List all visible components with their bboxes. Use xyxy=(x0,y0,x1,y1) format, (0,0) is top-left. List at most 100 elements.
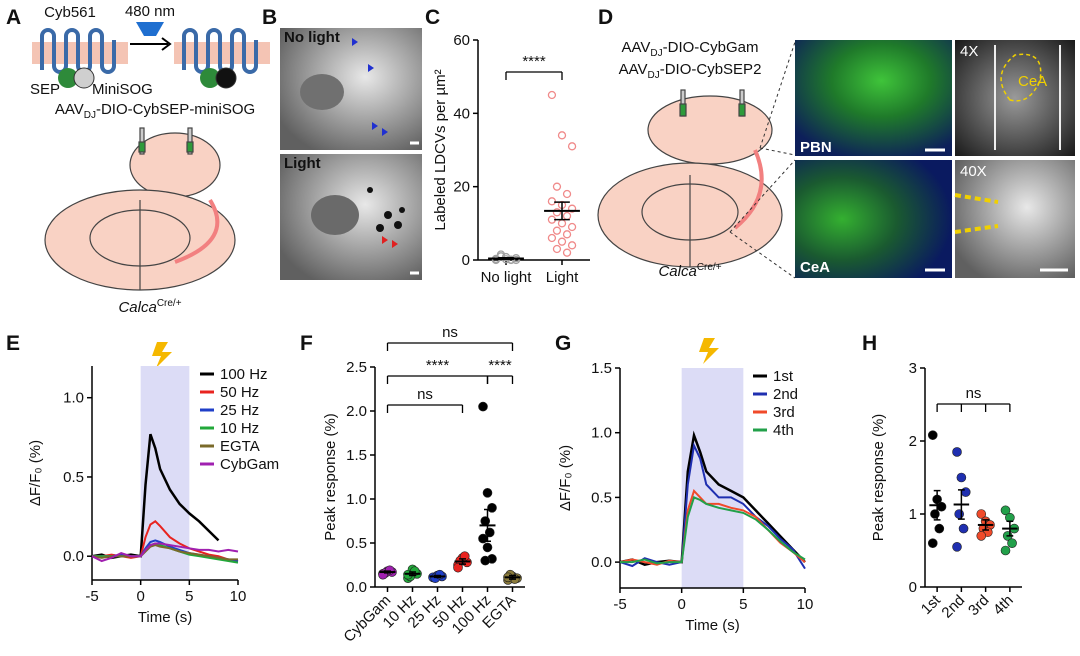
data-point xyxy=(482,542,493,553)
x-tick-label: 5 xyxy=(739,596,747,613)
minisog xyxy=(215,67,237,89)
significance-bracket xyxy=(505,71,563,80)
data-point xyxy=(562,248,572,257)
data-point xyxy=(1007,538,1017,549)
data-point xyxy=(934,523,945,534)
y-tick-label: 0.5 xyxy=(591,489,612,506)
legend-label: 1st xyxy=(773,368,794,385)
panel-b: No light Light xyxy=(280,28,422,280)
data-point xyxy=(927,538,938,549)
significance-bracket xyxy=(486,375,514,384)
label: SEP xyxy=(30,81,60,98)
error-bar xyxy=(434,574,441,579)
arrowheads xyxy=(352,38,388,136)
x-tick-label: 2nd xyxy=(938,592,968,622)
label: Light xyxy=(284,155,321,172)
sep xyxy=(200,68,220,88)
error-bar xyxy=(484,508,491,542)
error-bar xyxy=(409,571,416,577)
panel-label: A xyxy=(6,6,21,29)
data-point xyxy=(1000,505,1011,516)
data-point xyxy=(562,211,572,221)
y-tick-label: 0.5 xyxy=(346,535,367,552)
data-point xyxy=(557,237,567,246)
label: No light xyxy=(284,29,340,46)
x-tick-label: Light xyxy=(546,269,579,286)
protein xyxy=(40,28,116,74)
y-tick-label: 0.5 xyxy=(63,469,84,486)
y-tick-label: 0.0 xyxy=(591,554,612,571)
minisog xyxy=(73,67,95,89)
data-point xyxy=(567,241,577,250)
x-tick-label: 3rd xyxy=(965,592,992,619)
fiber-track xyxy=(994,45,1061,150)
panel-d: AAVDJ-DIO-CybGam AAVDJ-DIO-CybSEP2 Calca… xyxy=(597,39,1075,280)
arrow xyxy=(130,37,172,51)
data-point xyxy=(952,447,962,457)
data-point xyxy=(927,430,938,440)
panel-label: F xyxy=(300,332,313,355)
x-tick-label: 4th xyxy=(990,592,1017,619)
legend-label: EGTA xyxy=(220,438,260,455)
y-tick-label: 2.0 xyxy=(346,403,367,420)
series-line xyxy=(619,442,806,570)
data-point xyxy=(478,401,488,412)
data-point xyxy=(562,189,572,199)
data-point xyxy=(453,562,463,573)
text: Calca xyxy=(118,299,156,316)
x-tick-label: 0 xyxy=(136,588,144,605)
y-tick-label: 60 xyxy=(453,32,470,49)
y-tick-label: 40 xyxy=(453,105,470,122)
label: 40X xyxy=(960,163,987,180)
text: Calca xyxy=(658,263,696,280)
legend-label: 25 Hz xyxy=(220,402,259,419)
panel-label: B xyxy=(262,6,277,29)
y-tick-label: 0 xyxy=(909,579,917,596)
y-tick-label: 0.0 xyxy=(346,579,367,596)
sep xyxy=(58,68,78,88)
y-axis-label: Peak response (%) xyxy=(870,414,887,542)
guide-lines xyxy=(729,41,796,279)
data-point xyxy=(567,204,577,213)
y-tick-label: 0 xyxy=(462,252,470,269)
panel-label: G xyxy=(555,332,571,355)
data-point xyxy=(552,208,562,217)
error-bar xyxy=(933,489,941,521)
panel-label: E xyxy=(6,332,20,355)
error-bar xyxy=(384,570,391,574)
error-bar xyxy=(554,201,570,221)
data-point xyxy=(958,523,969,534)
y-tick-label: 1.5 xyxy=(591,360,612,377)
series-line xyxy=(91,542,239,563)
panel-label: C xyxy=(425,6,440,29)
x-axis-label: Time (s) xyxy=(138,609,192,626)
data-point xyxy=(480,516,491,526)
significance-bracket xyxy=(936,403,1011,412)
arrowheads xyxy=(382,236,398,248)
y-axis-label: Peak response (%) xyxy=(322,413,339,541)
text: AAV xyxy=(622,39,651,56)
text: -DIO-CybSEP-miniSOG xyxy=(96,101,255,118)
significance-label: **** xyxy=(426,357,450,374)
y-axis-label: ΔF/F₀ (%) xyxy=(557,445,574,511)
significance-label: **** xyxy=(488,357,512,374)
label: CeA xyxy=(1018,73,1047,90)
y-tick-label: 20 xyxy=(453,179,470,196)
panel-label: H xyxy=(862,332,877,355)
brain xyxy=(44,127,236,291)
y-tick-label: 3 xyxy=(909,360,917,377)
data-point xyxy=(976,531,987,541)
data-point xyxy=(552,244,562,254)
label: 480 nm xyxy=(125,3,175,20)
error-bar xyxy=(957,489,965,520)
x-tick-label: 0 xyxy=(677,596,685,613)
text: DJ xyxy=(647,70,659,81)
legend-label: CybGam xyxy=(220,456,279,473)
data-point xyxy=(487,502,497,513)
virus-label: AAVDJ-DIO-CybSEP2 xyxy=(619,61,762,81)
y-axis-label: ΔF/F₀ (%) xyxy=(27,440,44,506)
data-point xyxy=(552,226,562,235)
x-tick-label: No light xyxy=(481,269,533,286)
